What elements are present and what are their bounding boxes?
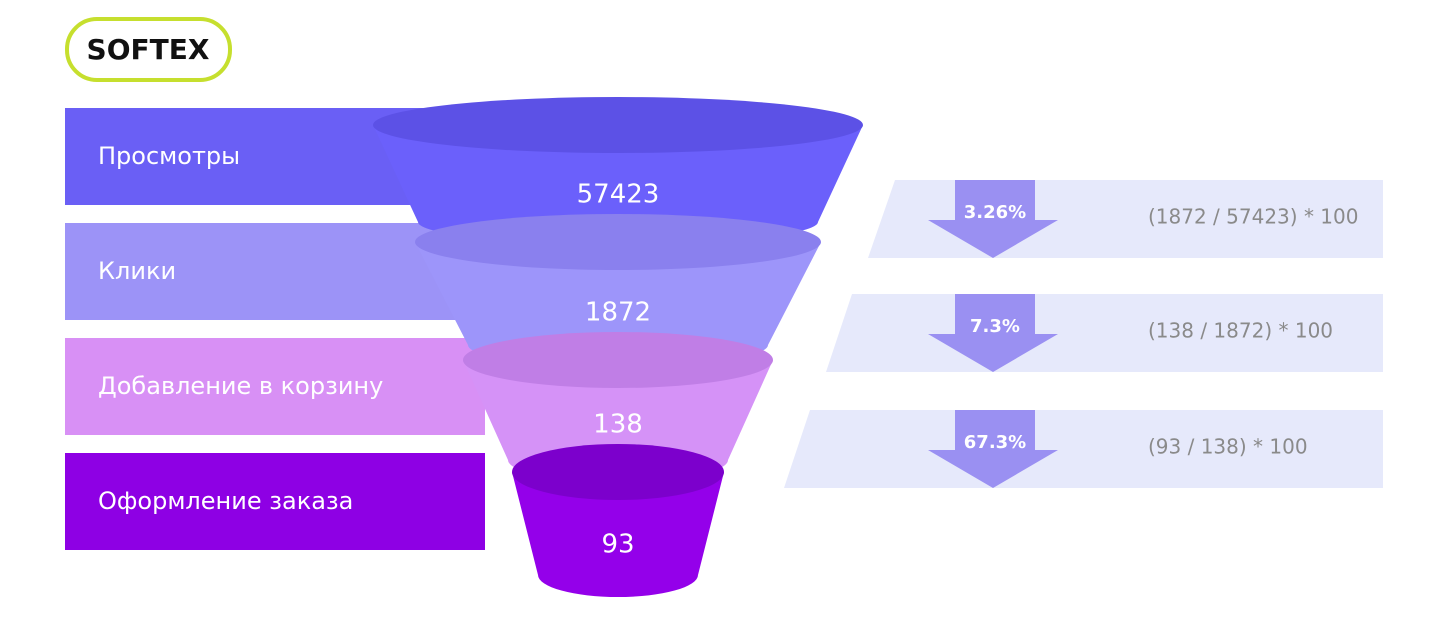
- arrow: [928, 410, 1058, 488]
- conversion-formula: (138 / 1872) * 100: [1148, 319, 1333, 343]
- stage-bar: [65, 453, 485, 550]
- stage-label: Клики: [98, 257, 176, 285]
- conversion-formula: (1872 / 57423) * 100: [1148, 205, 1358, 229]
- conversion-rate: 67.3%: [964, 432, 1026, 453]
- conversion-formula: (93 / 138) * 100: [1148, 435, 1308, 459]
- stage-bar: [65, 338, 485, 435]
- funnel: Просмотры Клики Добавление в корзину Оформл…: [65, 97, 1383, 597]
- funnel-segment: [415, 242, 821, 367]
- stage-label: Оформление заказа: [98, 487, 353, 515]
- logo: SOFTEX: [87, 33, 210, 66]
- funnel-top: [415, 214, 821, 270]
- conversion-rate: 7.3%: [970, 316, 1020, 337]
- stage-bar: [65, 223, 485, 320]
- stage-value: 93: [601, 530, 634, 560]
- arrow: [928, 294, 1058, 372]
- funnel-top: [463, 332, 773, 388]
- stage-value: 1872: [585, 298, 651, 328]
- logo-frame: [65, 17, 232, 82]
- funnel-segment: [373, 125, 863, 244]
- arrow: [928, 180, 1058, 258]
- funnel-top: [373, 97, 863, 153]
- conversion-panel: [784, 410, 1383, 488]
- stage-value: 57423: [577, 180, 660, 210]
- stage-value: 138: [593, 410, 643, 440]
- stage-label: Просмотры: [98, 142, 240, 170]
- funnel-segment: [463, 360, 773, 482]
- conversion-rate: 3.26%: [964, 202, 1026, 223]
- funnel-segment: [512, 472, 724, 597]
- stage-label: Добавление в корзину: [98, 372, 383, 400]
- funnel-top: [512, 444, 724, 500]
